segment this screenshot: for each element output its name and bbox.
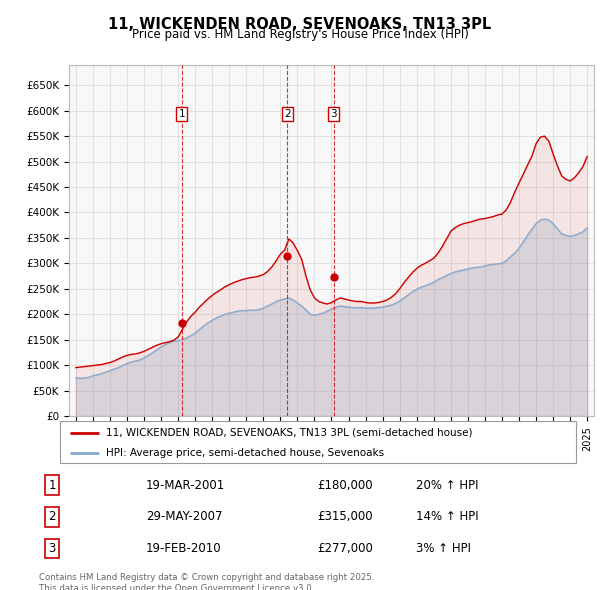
Text: £277,000: £277,000 [317,542,373,555]
Text: 14% ↑ HPI: 14% ↑ HPI [416,510,479,523]
Text: HPI: Average price, semi-detached house, Sevenoaks: HPI: Average price, semi-detached house,… [106,448,385,457]
Text: 3% ↑ HPI: 3% ↑ HPI [416,542,472,555]
Text: 2: 2 [284,109,290,119]
Text: 3: 3 [331,109,337,119]
Text: £180,000: £180,000 [317,478,373,491]
Text: 29-MAY-2007: 29-MAY-2007 [146,510,223,523]
Text: 11, WICKENDEN ROAD, SEVENOAKS, TN13 3PL: 11, WICKENDEN ROAD, SEVENOAKS, TN13 3PL [109,17,491,31]
Text: 1: 1 [179,109,185,119]
Text: £315,000: £315,000 [317,510,373,523]
Text: Price paid vs. HM Land Registry's House Price Index (HPI): Price paid vs. HM Land Registry's House … [131,28,469,41]
Text: 20% ↑ HPI: 20% ↑ HPI [416,478,479,491]
Text: 19-MAR-2001: 19-MAR-2001 [146,478,225,491]
Text: 2: 2 [49,510,56,523]
Text: 11, WICKENDEN ROAD, SEVENOAKS, TN13 3PL (semi-detached house): 11, WICKENDEN ROAD, SEVENOAKS, TN13 3PL … [106,428,473,438]
Text: Contains HM Land Registry data © Crown copyright and database right 2025.
This d: Contains HM Land Registry data © Crown c… [39,573,374,590]
Text: 19-FEB-2010: 19-FEB-2010 [146,542,221,555]
Text: 3: 3 [49,542,56,555]
Text: 1: 1 [49,478,56,491]
FancyBboxPatch shape [60,421,576,463]
